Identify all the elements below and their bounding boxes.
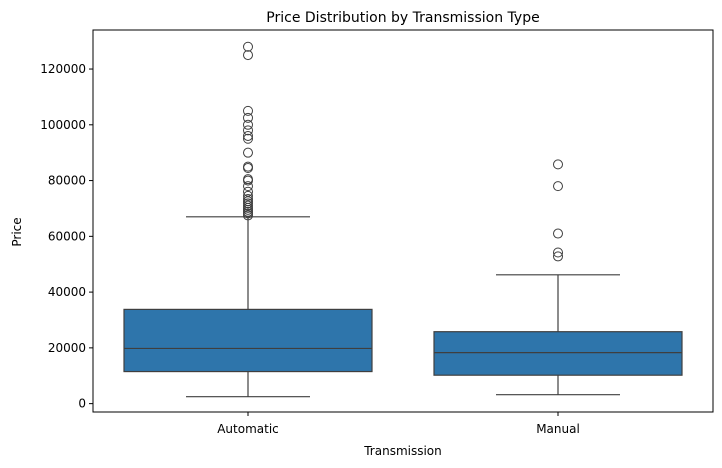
- outlier-point: [243, 105, 253, 116]
- outlier-point: [553, 159, 563, 170]
- y-tick-label: 20000: [48, 341, 86, 355]
- x-axis-label: Transmission: [363, 444, 442, 458]
- x-tick-label: Manual: [536, 422, 580, 436]
- y-tick-label: 0: [78, 397, 86, 411]
- iqr-box: [433, 331, 683, 376]
- iqr-box: [123, 308, 373, 373]
- outlier-point: [553, 181, 563, 192]
- y-tick-label: 120000: [40, 62, 86, 76]
- chart-title: Price Distribution by Transmission Type: [266, 10, 539, 26]
- x-axis: Automatic Manual: [217, 412, 580, 436]
- outlier-point: [243, 147, 253, 158]
- plot-area: [123, 41, 683, 398]
- outlier-point: [243, 186, 253, 197]
- outlier-point: [243, 190, 253, 201]
- outlier-point: [243, 130, 253, 141]
- box-group-automatic: [123, 41, 373, 398]
- outlier-point: [243, 125, 253, 136]
- outlier-point: [243, 119, 253, 130]
- outlier-point: [243, 193, 253, 204]
- outlier-point: [243, 161, 253, 172]
- y-axis-label: Price: [10, 217, 24, 246]
- outlier-point: [243, 133, 253, 144]
- plot-frame: [92, 29, 714, 413]
- outlier-point: [243, 198, 253, 209]
- y-axis: 0 20000 40000 60000 80000 100000 120000: [40, 62, 93, 411]
- outlier-point: [243, 41, 253, 52]
- box-group-manual: [433, 159, 683, 396]
- outlier-point: [243, 50, 253, 61]
- outlier-point: [553, 251, 563, 262]
- outlier-point: [243, 112, 253, 123]
- outlier-point: [553, 228, 563, 239]
- x-tick-label: Automatic: [217, 422, 279, 436]
- outlier-point: [243, 181, 253, 192]
- outlier-point: [243, 200, 253, 211]
- y-tick-label: 60000: [48, 229, 86, 243]
- outlier-point: [553, 247, 563, 258]
- y-tick-label: 40000: [48, 285, 86, 299]
- y-tick-label: 80000: [48, 174, 86, 188]
- y-tick-label: 100000: [40, 118, 86, 132]
- outlier-point: [243, 174, 253, 185]
